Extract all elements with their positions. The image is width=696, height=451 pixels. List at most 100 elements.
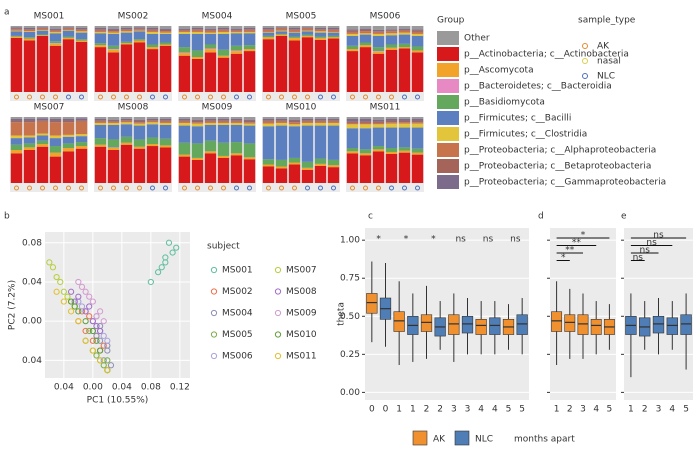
bar-segment bbox=[262, 166, 275, 183]
bar-segment bbox=[178, 120, 191, 122]
x-tick-label: 3 bbox=[656, 405, 662, 415]
bar-segment bbox=[327, 35, 340, 38]
bar-segment bbox=[107, 120, 120, 122]
point bbox=[104, 337, 111, 344]
x-tick-label: 4 bbox=[492, 405, 498, 415]
bar-segment bbox=[146, 33, 159, 45]
point bbox=[89, 327, 96, 335]
bar-segment bbox=[230, 142, 243, 154]
y-tick-label: 0.75 bbox=[340, 274, 360, 284]
bar-segment bbox=[398, 123, 411, 128]
bar-segment bbox=[10, 31, 23, 36]
bar-segment bbox=[372, 119, 385, 122]
box bbox=[393, 311, 405, 332]
bar-segment bbox=[23, 31, 36, 32]
bar-segment bbox=[191, 50, 204, 58]
bar-segment bbox=[75, 27, 88, 30]
sample-type-dot bbox=[98, 185, 103, 191]
bar-segment bbox=[359, 122, 372, 125]
bar-segment bbox=[133, 42, 146, 92]
bar-segment bbox=[359, 33, 372, 35]
bar-segment bbox=[275, 120, 288, 122]
x-tick-label: 0 bbox=[383, 405, 389, 415]
legend-label: MS008 bbox=[286, 287, 317, 297]
bar-segment bbox=[178, 52, 191, 54]
sample-type-dot bbox=[40, 94, 45, 100]
bar-segment bbox=[107, 29, 120, 32]
bar-segment bbox=[133, 27, 146, 29]
bar-segment bbox=[159, 33, 172, 43]
bar-segment bbox=[301, 30, 314, 32]
bar-segment bbox=[262, 32, 275, 36]
bar-segment bbox=[243, 51, 256, 92]
bar-segment bbox=[94, 122, 107, 125]
bar-segment bbox=[159, 121, 172, 123]
point bbox=[104, 357, 111, 364]
bar-segment bbox=[314, 120, 327, 122]
bar-segment bbox=[327, 32, 340, 36]
bar-segment bbox=[385, 117, 398, 119]
bar-segment bbox=[230, 33, 243, 46]
sample-type-dot bbox=[195, 94, 200, 100]
sample-type-dot bbox=[27, 94, 32, 100]
bar-segment bbox=[146, 146, 159, 183]
bar-segment bbox=[204, 117, 217, 119]
bar-segment bbox=[243, 49, 256, 52]
bar-segment bbox=[159, 42, 172, 45]
bar-segment bbox=[346, 29, 359, 31]
bar-segment bbox=[275, 118, 288, 121]
bar-segment bbox=[49, 31, 62, 34]
bar-segment bbox=[178, 154, 191, 157]
bar-segment bbox=[10, 144, 23, 150]
bar-segment bbox=[288, 119, 301, 121]
bar-segment bbox=[204, 30, 217, 33]
x-tick-label: 2 bbox=[642, 405, 648, 415]
sample-type-dot bbox=[292, 94, 297, 100]
bar-segment bbox=[411, 120, 424, 123]
sample-type-dot bbox=[137, 185, 142, 191]
bar-segment bbox=[411, 31, 424, 34]
sample-type-dot bbox=[150, 185, 155, 191]
bar-segment bbox=[49, 138, 62, 147]
legend-label: AK bbox=[433, 435, 446, 445]
bar-segment bbox=[107, 28, 120, 30]
bar-segment bbox=[301, 117, 314, 119]
legend-key bbox=[210, 352, 218, 360]
sample-type-dot bbox=[14, 185, 19, 191]
bar-segment bbox=[314, 29, 327, 30]
bar-segment bbox=[346, 35, 359, 46]
bar-segment bbox=[346, 30, 359, 32]
bar-segment bbox=[398, 120, 411, 123]
bar-segment bbox=[359, 117, 372, 119]
bar-segment bbox=[75, 136, 88, 143]
legend-key bbox=[582, 73, 588, 79]
bar-segment bbox=[133, 117, 146, 120]
bar-segment bbox=[36, 26, 49, 28]
legend-key bbox=[274, 352, 282, 360]
bar-segment bbox=[288, 120, 301, 123]
bar-segment bbox=[107, 32, 120, 34]
bar-segment bbox=[146, 120, 159, 123]
bar-segment bbox=[359, 121, 372, 123]
bar-segment bbox=[49, 41, 62, 44]
bar-segment bbox=[327, 38, 340, 92]
significance-label: ns bbox=[483, 235, 494, 245]
point bbox=[82, 337, 89, 344]
bar-segment bbox=[191, 27, 204, 30]
bar-segment bbox=[314, 31, 327, 33]
significance-label: * bbox=[431, 235, 436, 245]
point bbox=[93, 313, 100, 320]
bar-segment bbox=[262, 27, 275, 30]
bar-segment bbox=[262, 126, 275, 160]
bar-segment bbox=[75, 40, 88, 42]
sample-type-dot bbox=[402, 94, 407, 100]
bar-segment bbox=[327, 37, 340, 39]
box bbox=[680, 314, 692, 335]
bar-segment bbox=[372, 29, 385, 32]
sample-type-dot bbox=[79, 185, 84, 191]
x-tick-label: 0.00 bbox=[83, 383, 103, 393]
panel-label: d bbox=[538, 212, 544, 222]
bar-segment bbox=[230, 26, 243, 29]
bar-segment bbox=[217, 124, 230, 143]
